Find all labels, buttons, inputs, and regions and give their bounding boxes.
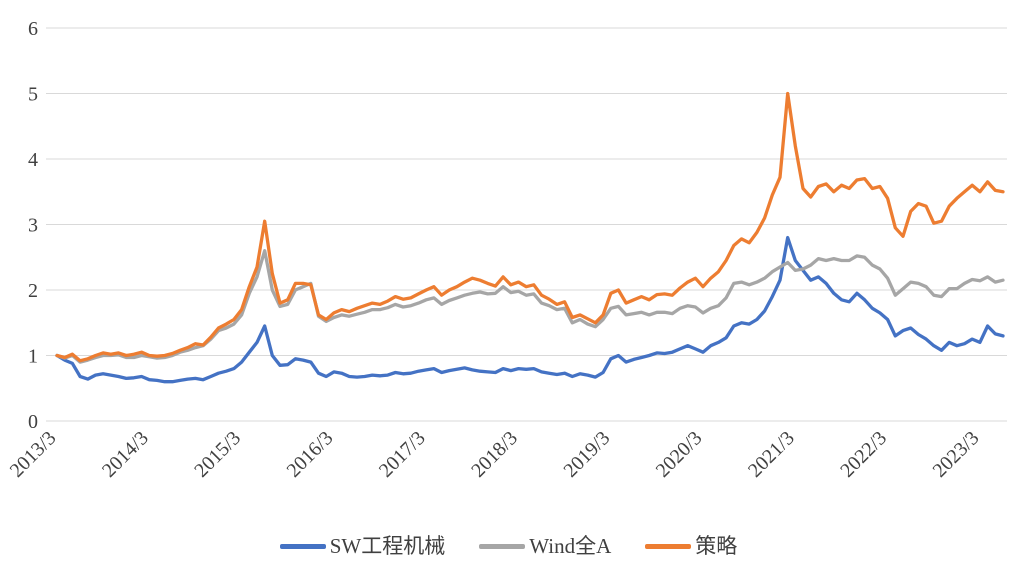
line-chart: 0 1 2 3 4 5 6 2013/3 2014/3 2015/3 2016/3 2017/3 201… (6, 18, 1007, 482)
svg-text:4: 4 (28, 149, 38, 171)
legend-item-celue: 策略 (645, 536, 737, 557)
svg-text:2018/3: 2018/3 (467, 427, 522, 482)
svg-text:2020/3: 2020/3 (652, 427, 707, 482)
legend-label-sw: SW工程机械 (329, 534, 446, 558)
svg-text:3: 3 (28, 215, 38, 237)
legend-swatch-sw (279, 544, 326, 549)
chart-legend: SW工程机械 Wind全A 策略 (0, 536, 1017, 557)
svg-text:2015/3: 2015/3 (190, 427, 245, 482)
svg-text:1: 1 (28, 346, 38, 368)
svg-text:0: 0 (28, 411, 38, 433)
svg-text:2019/3: 2019/3 (559, 427, 614, 482)
svg-text:2021/3: 2021/3 (744, 427, 799, 482)
svg-text:5: 5 (28, 84, 38, 106)
legend-label-celue: 策略 (695, 534, 738, 558)
svg-text:2013/3: 2013/3 (6, 427, 61, 482)
legend-swatch-celue (645, 544, 692, 549)
svg-text:2014/3: 2014/3 (98, 427, 153, 482)
svg-text:2022/3: 2022/3 (836, 427, 891, 482)
svg-text:6: 6 (28, 18, 38, 40)
svg-text:2017/3: 2017/3 (375, 427, 430, 482)
legend-item-wind: Wind全A (479, 536, 611, 557)
svg-text:2: 2 (28, 280, 38, 302)
svg-text:2023/3: 2023/3 (929, 427, 984, 482)
legend-swatch-wind (479, 544, 526, 549)
legend-label-wind: Wind全A (529, 534, 612, 558)
legend-item-sw: SW工程机械 (279, 534, 446, 558)
svg-text:2016/3: 2016/3 (283, 427, 338, 482)
